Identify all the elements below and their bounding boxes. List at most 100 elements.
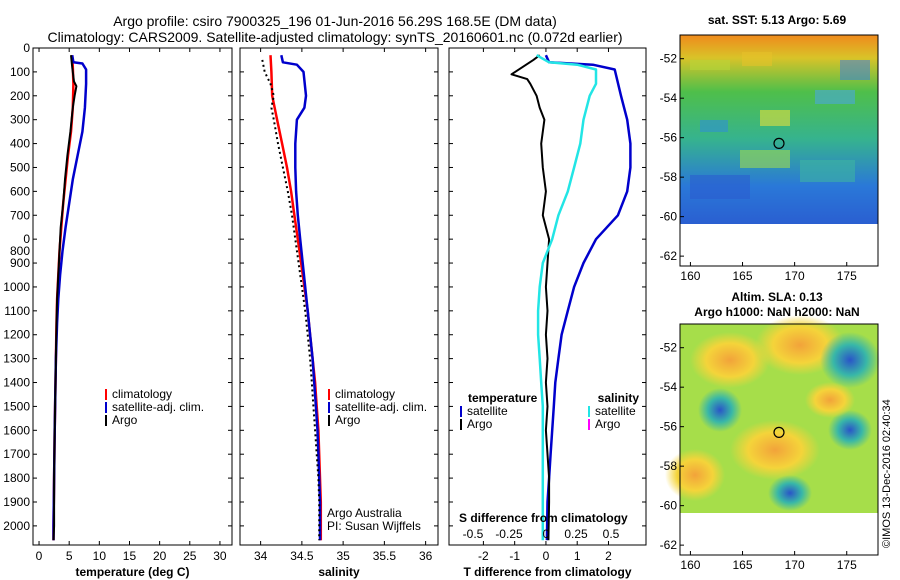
- y-tick-label: -58: [660, 459, 678, 473]
- x-tick-label: 35.5: [373, 549, 397, 563]
- y-tick-label: -56: [660, 420, 678, 434]
- legend-label: satellite: [467, 404, 508, 418]
- y-tick-label: 1400: [3, 376, 30, 390]
- plot-frame: [239, 47, 439, 546]
- annotation: Argo Australia: [327, 506, 402, 520]
- y-tick-label: -60: [660, 210, 678, 224]
- series-line-temperature-Argo: [510, 54, 551, 541]
- copyright-stamp: ©IMOS 13-Dec-2016 02:40:34: [881, 399, 893, 548]
- series-line-satellite-adj.-clim.: [280, 54, 322, 541]
- y-tick-label: -62: [660, 538, 678, 552]
- y-tick-label: 1600: [3, 423, 30, 437]
- y-tick-label: 2000: [3, 519, 30, 533]
- x-tick-label: 165: [733, 269, 753, 283]
- x-tick-label: 165: [733, 558, 753, 572]
- series-line-salinity-satellite: [535, 54, 598, 541]
- y-tick-label: 100: [10, 65, 30, 79]
- legend-label: satellite-adj. clim.: [112, 400, 204, 414]
- y-tick-label: 500: [10, 160, 30, 174]
- x-tick-label: 175: [837, 269, 857, 283]
- y-tick-label: -54: [660, 91, 678, 105]
- x-tick-label: 1: [574, 549, 581, 563]
- inner-axis-label: S difference from climatology: [459, 511, 628, 525]
- salinity-panel: 34 34.5 35 35.5 36 salinity climatologysatelli…: [239, 47, 439, 579]
- map-frame: [679, 323, 879, 556]
- legend-label: Argo: [335, 413, 361, 427]
- temperature-panel: 0100200300400500600700080090010001100120…: [3, 41, 233, 579]
- legend-label: Argo: [595, 417, 621, 431]
- y-tick-label: 900: [10, 256, 30, 270]
- x-tick-label: -2: [478, 549, 489, 563]
- inner-tick-label: 0: [543, 527, 550, 541]
- y-tick-label: -56: [660, 131, 678, 145]
- x-tick-label: -1: [509, 549, 520, 563]
- x-tick-label: 34.5: [290, 549, 314, 563]
- sla-map-panel: Altim. SLA: 0.13 Argo h1000: NaN h2000: …: [660, 290, 880, 572]
- series-line-Argo: [261, 59, 321, 541]
- y-tick-label: 700: [10, 208, 30, 222]
- y-tick-label: 1900: [3, 495, 30, 509]
- y-tick-label: 1500: [3, 399, 30, 413]
- x-axis-label: temperature (deg C): [75, 565, 189, 579]
- argo-position-marker: [773, 137, 785, 149]
- y-tick-label: 1100: [4, 304, 30, 318]
- y-tick-label: -58: [660, 170, 678, 184]
- y-tick-label: -54: [660, 380, 678, 394]
- x-tick-label: 2: [605, 549, 612, 563]
- sst-map-title: sat. SST: 5.13 Argo: 5.69: [708, 13, 847, 27]
- x-tick-label: 170: [785, 269, 805, 283]
- plot-frame: [448, 47, 647, 546]
- x-tick-label: 170: [785, 558, 805, 572]
- series-line-temperature-satellite: [544, 54, 632, 541]
- legend-label: satellite-adj. clim.: [335, 400, 427, 414]
- x-tick-label: 36: [419, 549, 433, 563]
- plot-frame: [32, 47, 233, 546]
- x-tick-label: 35: [336, 549, 350, 563]
- y-tick-label: 1700: [3, 447, 30, 461]
- title-line-1: Argo profile: csiro 7900325_196 01-Jun-2…: [113, 13, 557, 29]
- y-tick-label: 0: [23, 232, 30, 246]
- y-tick-label: 400: [10, 137, 30, 151]
- inner-tick-label: 0.25: [564, 527, 588, 541]
- x-tick-label: 160: [680, 558, 700, 572]
- difference-panel: -2 -1 0 1 2 T difference from climatology temp…: [448, 47, 647, 579]
- x-tick-label: 30: [213, 549, 227, 563]
- x-tick-label: 0: [36, 549, 43, 563]
- legend-heading: salinity: [598, 391, 640, 405]
- legend-label: climatology: [112, 387, 172, 401]
- y-tick-label: -60: [660, 499, 678, 513]
- y-tick-label: 1000: [3, 280, 30, 294]
- y-tick-label: -52: [660, 341, 678, 355]
- inner-tick-label: -0.25: [495, 527, 523, 541]
- y-tick-label: -52: [660, 52, 678, 66]
- title-line-2: Climatology: CARS2009. Satellite-adjuste…: [47, 29, 622, 45]
- x-tick-label: 10: [93, 549, 107, 563]
- sst-map-texture: [690, 52, 870, 199]
- inner-tick-label: 0.5: [603, 527, 620, 541]
- x-axis-label: T difference from climatology: [463, 565, 631, 579]
- legend-heading: temperature: [468, 391, 538, 405]
- map-frame: [679, 34, 879, 267]
- y-tick-label: 200: [10, 89, 30, 103]
- y-tick-label: 0: [23, 41, 30, 55]
- series-line-Argo: [52, 55, 78, 541]
- y-tick-label: 1800: [3, 471, 30, 485]
- annotation: PI: Susan Wijffels: [327, 519, 421, 533]
- x-tick-label: 34: [254, 549, 268, 563]
- x-tick-label: 15: [123, 549, 137, 563]
- x-axis-label: salinity: [318, 565, 360, 579]
- x-tick-label: 5: [66, 549, 73, 563]
- x-tick-label: 175: [837, 558, 857, 572]
- sla-map-nodata: [680, 513, 878, 555]
- y-tick-label: 800: [10, 244, 30, 258]
- sst-map-nodata: [680, 224, 878, 266]
- x-tick-label: 160: [680, 269, 700, 283]
- sla-map-title: Altim. SLA: 0.13: [731, 290, 823, 304]
- y-tick-label: -62: [660, 249, 678, 263]
- y-tick-label: 1300: [3, 352, 30, 366]
- y-tick-label: 300: [10, 113, 30, 127]
- x-tick-label: 25: [183, 549, 197, 563]
- y-tick-label: 1200: [3, 328, 30, 342]
- legend-label: climatology: [335, 387, 395, 401]
